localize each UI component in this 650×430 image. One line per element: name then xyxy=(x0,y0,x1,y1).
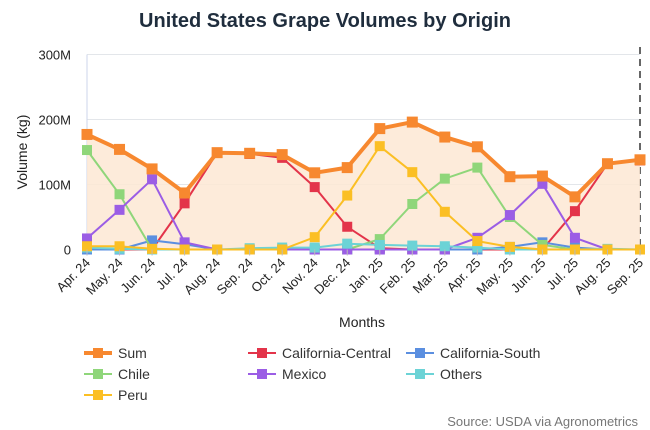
data-point xyxy=(407,167,418,178)
series-sum xyxy=(81,116,646,203)
data-point xyxy=(82,241,92,252)
data-point xyxy=(81,128,93,140)
legend-marker xyxy=(257,369,267,379)
data-point xyxy=(504,210,515,221)
legend-item[interactable]: California-South xyxy=(406,345,540,361)
y-tick-label: 100M xyxy=(38,178,71,193)
data-point xyxy=(569,206,580,217)
data-point xyxy=(374,234,385,245)
legend-item[interactable]: Sum xyxy=(84,345,147,361)
x-tick-label: Feb. 25 xyxy=(377,255,419,297)
x-tick-label: May. 25 xyxy=(473,255,516,298)
data-point xyxy=(407,199,418,209)
data-point xyxy=(504,171,516,183)
data-point xyxy=(179,198,190,209)
data-point xyxy=(147,243,158,254)
y-tick-label: 0 xyxy=(64,243,71,258)
data-point xyxy=(244,147,256,159)
data-point xyxy=(309,182,320,193)
legend-marker xyxy=(257,348,267,358)
data-point xyxy=(146,163,158,175)
data-point xyxy=(309,167,321,179)
data-point xyxy=(211,147,223,159)
legend-label: Mexico xyxy=(282,366,327,382)
legend-label: California-Central xyxy=(282,345,391,361)
data-point xyxy=(504,241,515,252)
data-point xyxy=(179,237,190,248)
legend-label: Sum xyxy=(118,345,147,361)
series-line xyxy=(87,145,640,251)
x-tick-label: Mar. 25 xyxy=(410,255,451,296)
source-note: Source: USDA via Agronometrics xyxy=(447,414,638,429)
data-point xyxy=(114,241,125,252)
data-point xyxy=(472,242,483,253)
data-point xyxy=(82,145,92,156)
legend-label: Others xyxy=(440,366,482,382)
data-point xyxy=(341,162,353,174)
data-point xyxy=(374,141,385,152)
data-point xyxy=(634,154,646,166)
data-point xyxy=(439,131,451,143)
legend-item[interactable]: Chile xyxy=(84,366,150,382)
data-point xyxy=(374,123,386,135)
x-tick-label: Jun. 24 xyxy=(117,255,158,296)
data-point xyxy=(536,170,548,182)
legend-item[interactable]: California-Central xyxy=(248,345,391,361)
legend-marker xyxy=(415,348,425,358)
data-point xyxy=(374,239,385,250)
legend-marker xyxy=(415,369,425,379)
legend-label: California-South xyxy=(440,345,540,361)
data-point xyxy=(439,173,450,184)
data-point xyxy=(147,235,158,246)
data-point xyxy=(309,242,320,253)
data-point xyxy=(406,116,418,128)
y-tick-label: 300M xyxy=(38,48,71,63)
data-point xyxy=(569,232,580,243)
data-point xyxy=(342,190,353,201)
x-axis-label: Months xyxy=(339,314,385,330)
data-point xyxy=(342,238,353,249)
y-tick-label: 200M xyxy=(38,113,71,128)
legend-marker xyxy=(93,390,103,400)
x-tick-label: Dec. 24 xyxy=(311,255,353,297)
data-point xyxy=(439,241,450,252)
data-point xyxy=(471,141,483,153)
x-tick-label: May. 24 xyxy=(83,255,126,298)
data-point xyxy=(472,236,483,247)
data-point xyxy=(309,232,320,243)
chart-title: United States Grape Volumes by Origin xyxy=(139,10,511,32)
data-point xyxy=(569,191,581,203)
x-tick-label: Sep. 25 xyxy=(604,255,646,297)
legend-marker xyxy=(93,369,103,379)
data-point xyxy=(179,187,191,199)
data-point xyxy=(114,143,126,155)
x-tick-label: Sep. 24 xyxy=(213,255,255,297)
data-point xyxy=(82,233,92,244)
legend-marker xyxy=(93,348,103,358)
data-point xyxy=(407,240,418,251)
y-axis-label: Volume (kg) xyxy=(14,115,30,190)
data-point xyxy=(342,221,353,232)
legend-item[interactable]: Others xyxy=(406,366,482,382)
data-point xyxy=(114,204,125,215)
series-line xyxy=(86,178,640,251)
legend-item[interactable]: Mexico xyxy=(248,366,327,382)
data-point xyxy=(114,189,125,200)
legend-item[interactable]: Peru xyxy=(84,387,148,403)
data-point xyxy=(439,206,450,217)
legend-label: Peru xyxy=(118,387,148,403)
data-point xyxy=(276,149,288,161)
x-tick-label: Jun. 25 xyxy=(508,255,549,296)
data-point xyxy=(147,174,158,185)
legend-label: Chile xyxy=(118,366,150,382)
data-point xyxy=(537,178,548,189)
data-point xyxy=(601,158,613,170)
data-point xyxy=(472,162,483,173)
